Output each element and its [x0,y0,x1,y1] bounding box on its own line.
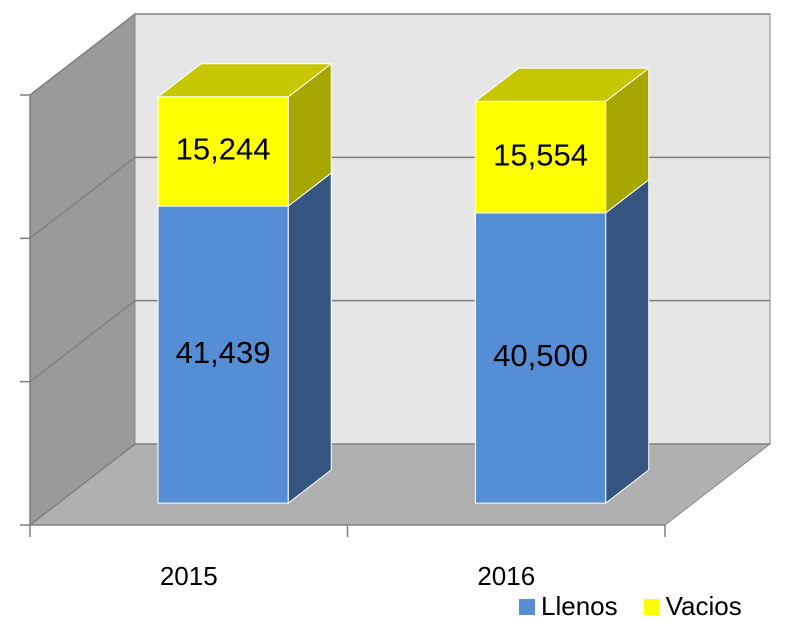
legend-label: Llenos [541,591,618,621]
data-label: 15,554 [493,137,588,172]
bar [157,96,289,207]
bar-side [605,178,650,505]
legend-swatch [519,599,535,615]
bar-side [287,171,332,505]
legend-label: Vacios [666,591,742,621]
side-wall [29,12,136,527]
bar [475,100,607,214]
x-tick-label: 2015 [160,561,218,591]
data-label: 40,500 [493,338,588,373]
legend-swatch [643,599,660,615]
x-tick-label: 2016 [477,561,535,591]
data-label: 41,439 [176,335,271,370]
floor [28,443,772,526]
grid-line [29,13,770,96]
data-label: 15,244 [176,132,271,167]
